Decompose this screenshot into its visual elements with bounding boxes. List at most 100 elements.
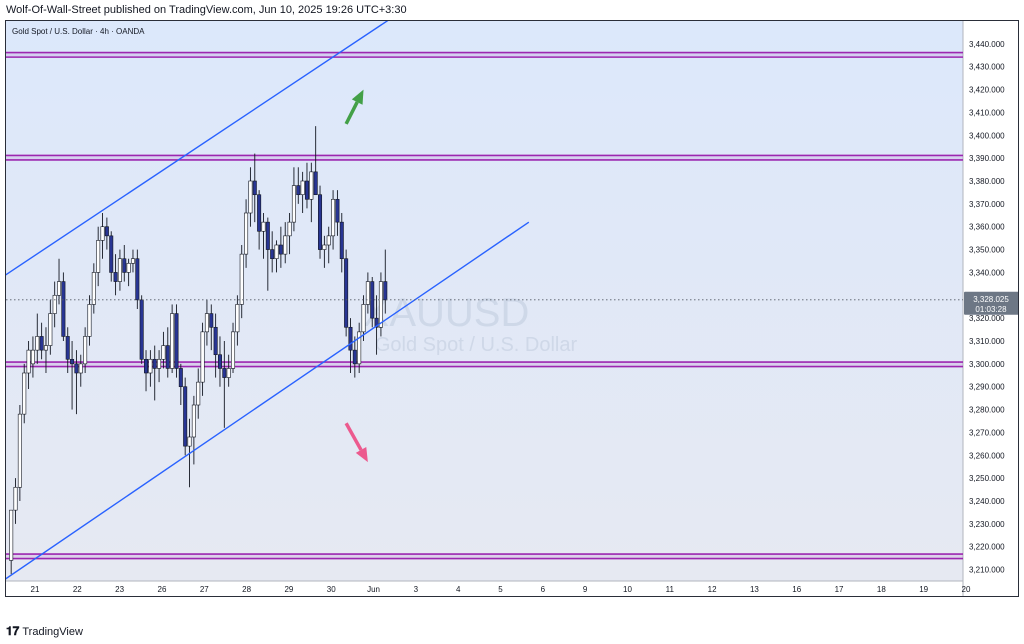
x-tick-label: 19 <box>919 585 928 594</box>
candle <box>178 363 183 405</box>
candle <box>17 405 22 501</box>
candle <box>74 350 79 415</box>
candle <box>296 167 301 204</box>
candle-body <box>48 313 53 346</box>
x-tick-label: 17 <box>835 585 844 594</box>
y-tick-label: 3,400.000 <box>969 131 1005 140</box>
candle-body <box>57 281 62 296</box>
candle <box>378 272 383 337</box>
candle <box>204 299 209 346</box>
candle <box>191 395 196 465</box>
x-tick-label: 21 <box>31 585 40 594</box>
x-tick-label: 5 <box>498 585 503 594</box>
candle <box>165 327 170 378</box>
price-chart[interactable]: Gold Spot / U.S. Dollar · 4h · OANDA XAU… <box>6 21 1019 597</box>
candle-body <box>196 381 201 406</box>
candle-body <box>331 198 336 237</box>
y-tick-label: 3,390.000 <box>969 154 1005 163</box>
candle <box>26 341 31 389</box>
candle <box>52 281 57 328</box>
candle <box>291 167 296 232</box>
candle <box>96 226 101 287</box>
horizontal-zone-fill <box>6 362 963 367</box>
candle-body <box>113 272 118 282</box>
candle-body <box>161 345 166 360</box>
candle <box>283 222 288 264</box>
candle-body <box>78 363 83 374</box>
x-tick-label: 20 <box>962 585 971 594</box>
candle <box>265 217 270 291</box>
candle <box>239 245 244 319</box>
candle-body <box>348 326 353 351</box>
candle <box>22 363 27 424</box>
candle-body <box>144 358 149 374</box>
candle-body <box>257 194 262 232</box>
footer-brand: 𝟏𝟕 TradingView <box>6 624 83 639</box>
candle-body <box>283 235 288 255</box>
candle-body <box>100 226 105 241</box>
candle-body <box>287 221 292 237</box>
candle-body <box>52 294 57 314</box>
candle <box>144 350 149 392</box>
candle <box>361 295 366 341</box>
candle <box>126 258 131 287</box>
candle-body <box>352 349 357 365</box>
candle-body <box>13 486 18 511</box>
candle <box>248 167 253 227</box>
candle-body <box>187 436 192 447</box>
candle <box>374 295 379 355</box>
x-tick-label: 11 <box>666 585 675 594</box>
candle-body <box>344 258 349 328</box>
candle-body <box>313 171 318 196</box>
y-tick-label: 3,310.000 <box>969 337 1005 346</box>
candle-body <box>322 244 327 250</box>
current-price-badge <box>964 291 1018 315</box>
candle-body <box>357 331 362 365</box>
candle <box>357 322 362 373</box>
candle <box>13 478 18 524</box>
candle <box>43 327 48 373</box>
candle-body <box>117 258 122 282</box>
candle-body <box>170 313 175 369</box>
candle-body <box>178 368 183 388</box>
x-tick-label: 9 <box>583 585 588 594</box>
candle-body <box>74 363 79 374</box>
candle <box>278 226 283 268</box>
candle-body <box>213 326 218 356</box>
y-tick-label: 3,230.000 <box>969 520 1005 529</box>
candle <box>339 213 344 273</box>
candle <box>226 354 231 387</box>
candle-body <box>39 336 44 351</box>
candle-body <box>148 358 153 374</box>
candle-body <box>174 313 179 369</box>
horizontal-zone-fill <box>6 52 963 58</box>
candle <box>344 249 349 337</box>
chart-frame: Gold Spot / U.S. Dollar · 4h · OANDA XAU… <box>5 20 1019 597</box>
candle-body <box>383 281 388 301</box>
y-tick-label: 3,280.000 <box>969 406 1005 415</box>
candle <box>70 341 75 410</box>
candle-body <box>61 281 66 337</box>
candle <box>78 354 83 387</box>
y-tick-label: 3,360.000 <box>969 223 1005 232</box>
watermark-description: Gold Spot / U.S. Dollar <box>375 334 578 356</box>
arrow-bullish-shaft <box>344 101 359 125</box>
y-tick-label: 3,440.000 <box>969 40 1005 49</box>
candle <box>309 162 314 223</box>
x-tick-label: 28 <box>242 585 251 594</box>
y-tick-label: 3,250.000 <box>969 474 1005 483</box>
x-tick-label: 10 <box>623 585 632 594</box>
x-tick-label: 22 <box>73 585 82 594</box>
candle <box>87 295 92 346</box>
y-tick-label: 3,210.000 <box>969 566 1005 575</box>
candle-body <box>43 345 48 351</box>
candle <box>30 336 35 378</box>
candle-body <box>318 194 323 250</box>
candle-body <box>326 235 331 246</box>
candle-body <box>130 258 135 264</box>
x-tick-label: 16 <box>792 585 801 594</box>
candle-body <box>135 258 140 301</box>
y-tick-label: 3,290.000 <box>969 383 1005 392</box>
candle <box>304 162 309 209</box>
candle <box>135 249 140 309</box>
